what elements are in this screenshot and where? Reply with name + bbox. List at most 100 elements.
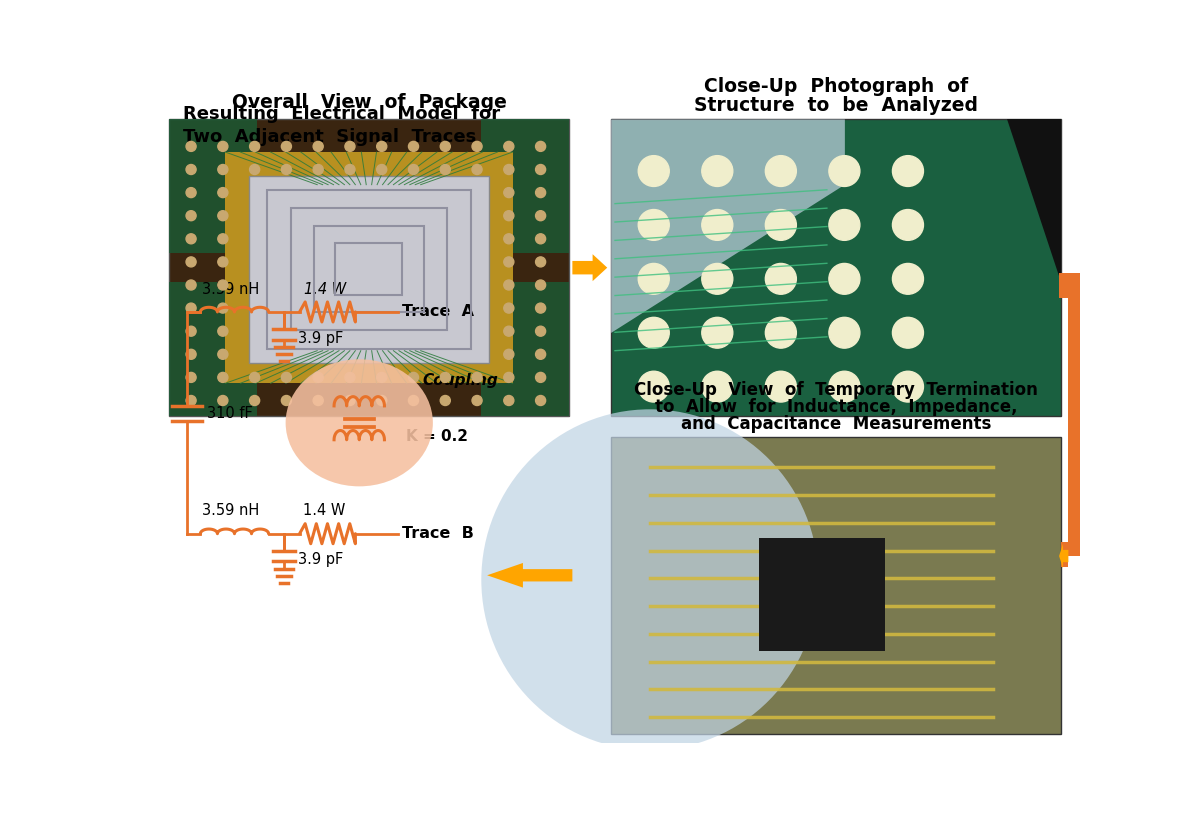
Circle shape — [186, 234, 196, 244]
Polygon shape — [611, 119, 845, 333]
Text: 3.9 pF: 3.9 pF — [298, 553, 343, 568]
Circle shape — [218, 210, 228, 220]
Circle shape — [218, 372, 228, 382]
Bar — [314, 226, 424, 312]
Text: Close-Up  View  of  Temporary  Termination: Close-Up View of Temporary Termination — [634, 381, 1038, 399]
Text: 3.9 pF: 3.9 pF — [298, 331, 343, 346]
Circle shape — [218, 396, 228, 406]
Circle shape — [766, 155, 797, 186]
Circle shape — [440, 164, 450, 175]
Circle shape — [702, 317, 733, 348]
Circle shape — [281, 372, 292, 382]
Circle shape — [408, 164, 419, 175]
Circle shape — [344, 164, 355, 175]
Bar — [169, 119, 569, 416]
Circle shape — [638, 155, 670, 186]
Bar — [169, 282, 257, 416]
Bar — [611, 438, 1061, 734]
Circle shape — [218, 303, 228, 313]
Circle shape — [344, 396, 355, 406]
Circle shape — [440, 372, 450, 382]
Text: Resulting  Electrical  Model  for: Resulting Electrical Model for — [182, 105, 499, 124]
Circle shape — [313, 141, 323, 151]
Circle shape — [186, 164, 196, 175]
Ellipse shape — [286, 359, 433, 486]
Circle shape — [766, 210, 797, 240]
Circle shape — [186, 303, 196, 313]
Circle shape — [186, 280, 196, 290]
Circle shape — [893, 263, 924, 294]
Circle shape — [829, 372, 860, 402]
Text: Close-Up  Photograph  of: Close-Up Photograph of — [704, 78, 968, 96]
Circle shape — [408, 372, 419, 382]
Bar — [1061, 542, 1068, 567]
Circle shape — [638, 263, 670, 294]
Circle shape — [186, 396, 196, 406]
Polygon shape — [572, 254, 607, 281]
Bar — [292, 209, 446, 330]
Circle shape — [344, 141, 355, 151]
Bar — [336, 243, 402, 296]
Circle shape — [218, 349, 228, 359]
Circle shape — [893, 317, 924, 348]
Text: Two  Adjacent  Signal  Traces: Two Adjacent Signal Traces — [182, 128, 475, 145]
Circle shape — [504, 372, 514, 382]
Text: K = 0.2: K = 0.2 — [406, 429, 468, 444]
Text: Trace  A: Trace A — [402, 305, 474, 320]
Text: Trace  B: Trace B — [402, 526, 474, 541]
Bar — [611, 119, 1061, 416]
Bar — [481, 282, 569, 416]
Polygon shape — [1060, 544, 1068, 569]
Circle shape — [281, 164, 292, 175]
Circle shape — [504, 234, 514, 244]
Circle shape — [829, 210, 860, 240]
Circle shape — [766, 372, 797, 402]
Bar — [268, 190, 470, 348]
Text: 1.4 W: 1.4 W — [304, 504, 346, 519]
Circle shape — [504, 303, 514, 313]
Circle shape — [766, 263, 797, 294]
Circle shape — [893, 155, 924, 186]
Circle shape — [504, 396, 514, 406]
Circle shape — [829, 317, 860, 348]
Circle shape — [440, 141, 450, 151]
Circle shape — [638, 317, 670, 348]
Bar — [1060, 273, 1093, 298]
Circle shape — [535, 303, 546, 313]
Circle shape — [313, 396, 323, 406]
Polygon shape — [487, 563, 572, 588]
Circle shape — [504, 141, 514, 151]
Circle shape — [535, 234, 546, 244]
Text: Structure  to  be  Analyzed: Structure to be Analyzed — [694, 96, 978, 115]
Circle shape — [504, 349, 514, 359]
Circle shape — [250, 141, 259, 151]
Text: and  Capacitance  Measurements: and Capacitance Measurements — [680, 415, 991, 433]
Text: 1.4 W: 1.4 W — [304, 281, 346, 296]
Circle shape — [377, 141, 386, 151]
Circle shape — [281, 396, 292, 406]
Circle shape — [535, 396, 546, 406]
Circle shape — [535, 210, 546, 220]
Circle shape — [218, 164, 228, 175]
Circle shape — [535, 372, 546, 382]
Circle shape — [504, 326, 514, 337]
Circle shape — [638, 210, 670, 240]
Circle shape — [218, 326, 228, 337]
Circle shape — [535, 326, 546, 337]
Circle shape — [250, 396, 259, 406]
Circle shape — [313, 164, 323, 175]
Circle shape — [535, 164, 546, 175]
Circle shape — [218, 234, 228, 244]
Circle shape — [893, 210, 924, 240]
Circle shape — [218, 141, 228, 151]
Circle shape — [702, 263, 733, 294]
Circle shape — [504, 257, 514, 267]
Circle shape — [408, 141, 419, 151]
Text: 3.59 nH: 3.59 nH — [203, 281, 259, 296]
Text: 310 fF: 310 fF — [208, 406, 253, 421]
Circle shape — [535, 349, 546, 359]
Circle shape — [281, 141, 292, 151]
Text: Overall  View  of  Package: Overall View of Package — [232, 93, 506, 112]
Circle shape — [408, 396, 419, 406]
Circle shape — [250, 164, 259, 175]
